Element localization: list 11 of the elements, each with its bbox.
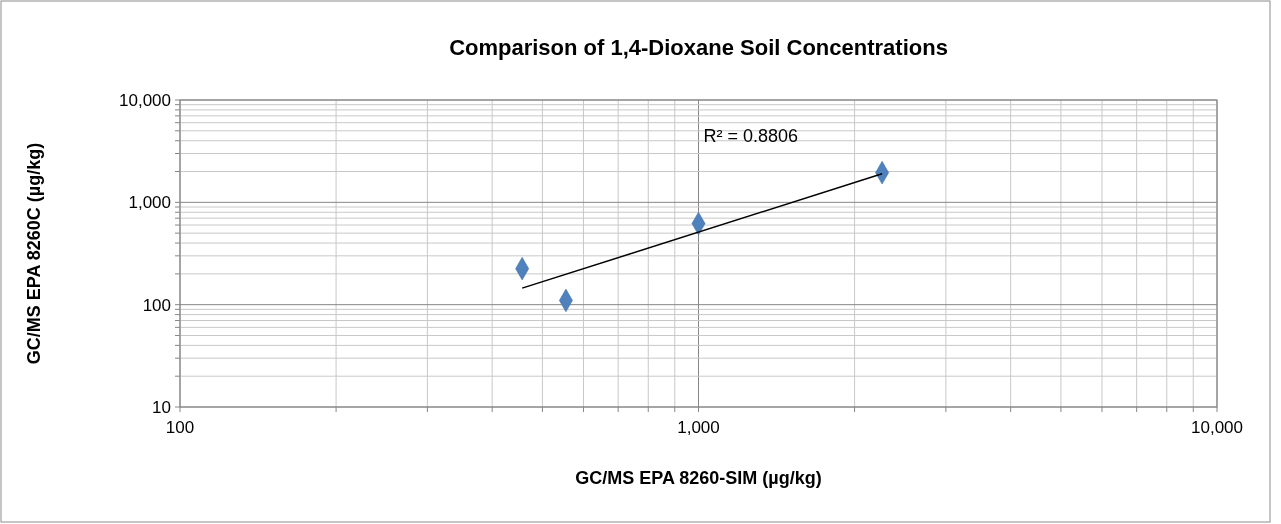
x-tick-label: 100: [165, 418, 195, 437]
y-axis-title: GC/MS EPA 8260C (µg/kg): [24, 142, 44, 365]
chart-title: Comparison of 1,4-Dioxane Soil Concentrations: [449, 35, 948, 60]
y-tick-label: 10: [152, 397, 171, 417]
y-tick-label: 10,000: [119, 90, 171, 110]
y-tick-label: 1,000: [128, 193, 171, 213]
annotation: R² = 0.8806: [703, 126, 799, 146]
x-tick-label: 1,000: [677, 418, 720, 437]
x-axis-title: GC/MS EPA 8260-SIM (µg/kg): [575, 468, 822, 488]
y-tick-label: 100: [142, 295, 171, 315]
x-tick-label: 10,000: [1191, 418, 1243, 437]
